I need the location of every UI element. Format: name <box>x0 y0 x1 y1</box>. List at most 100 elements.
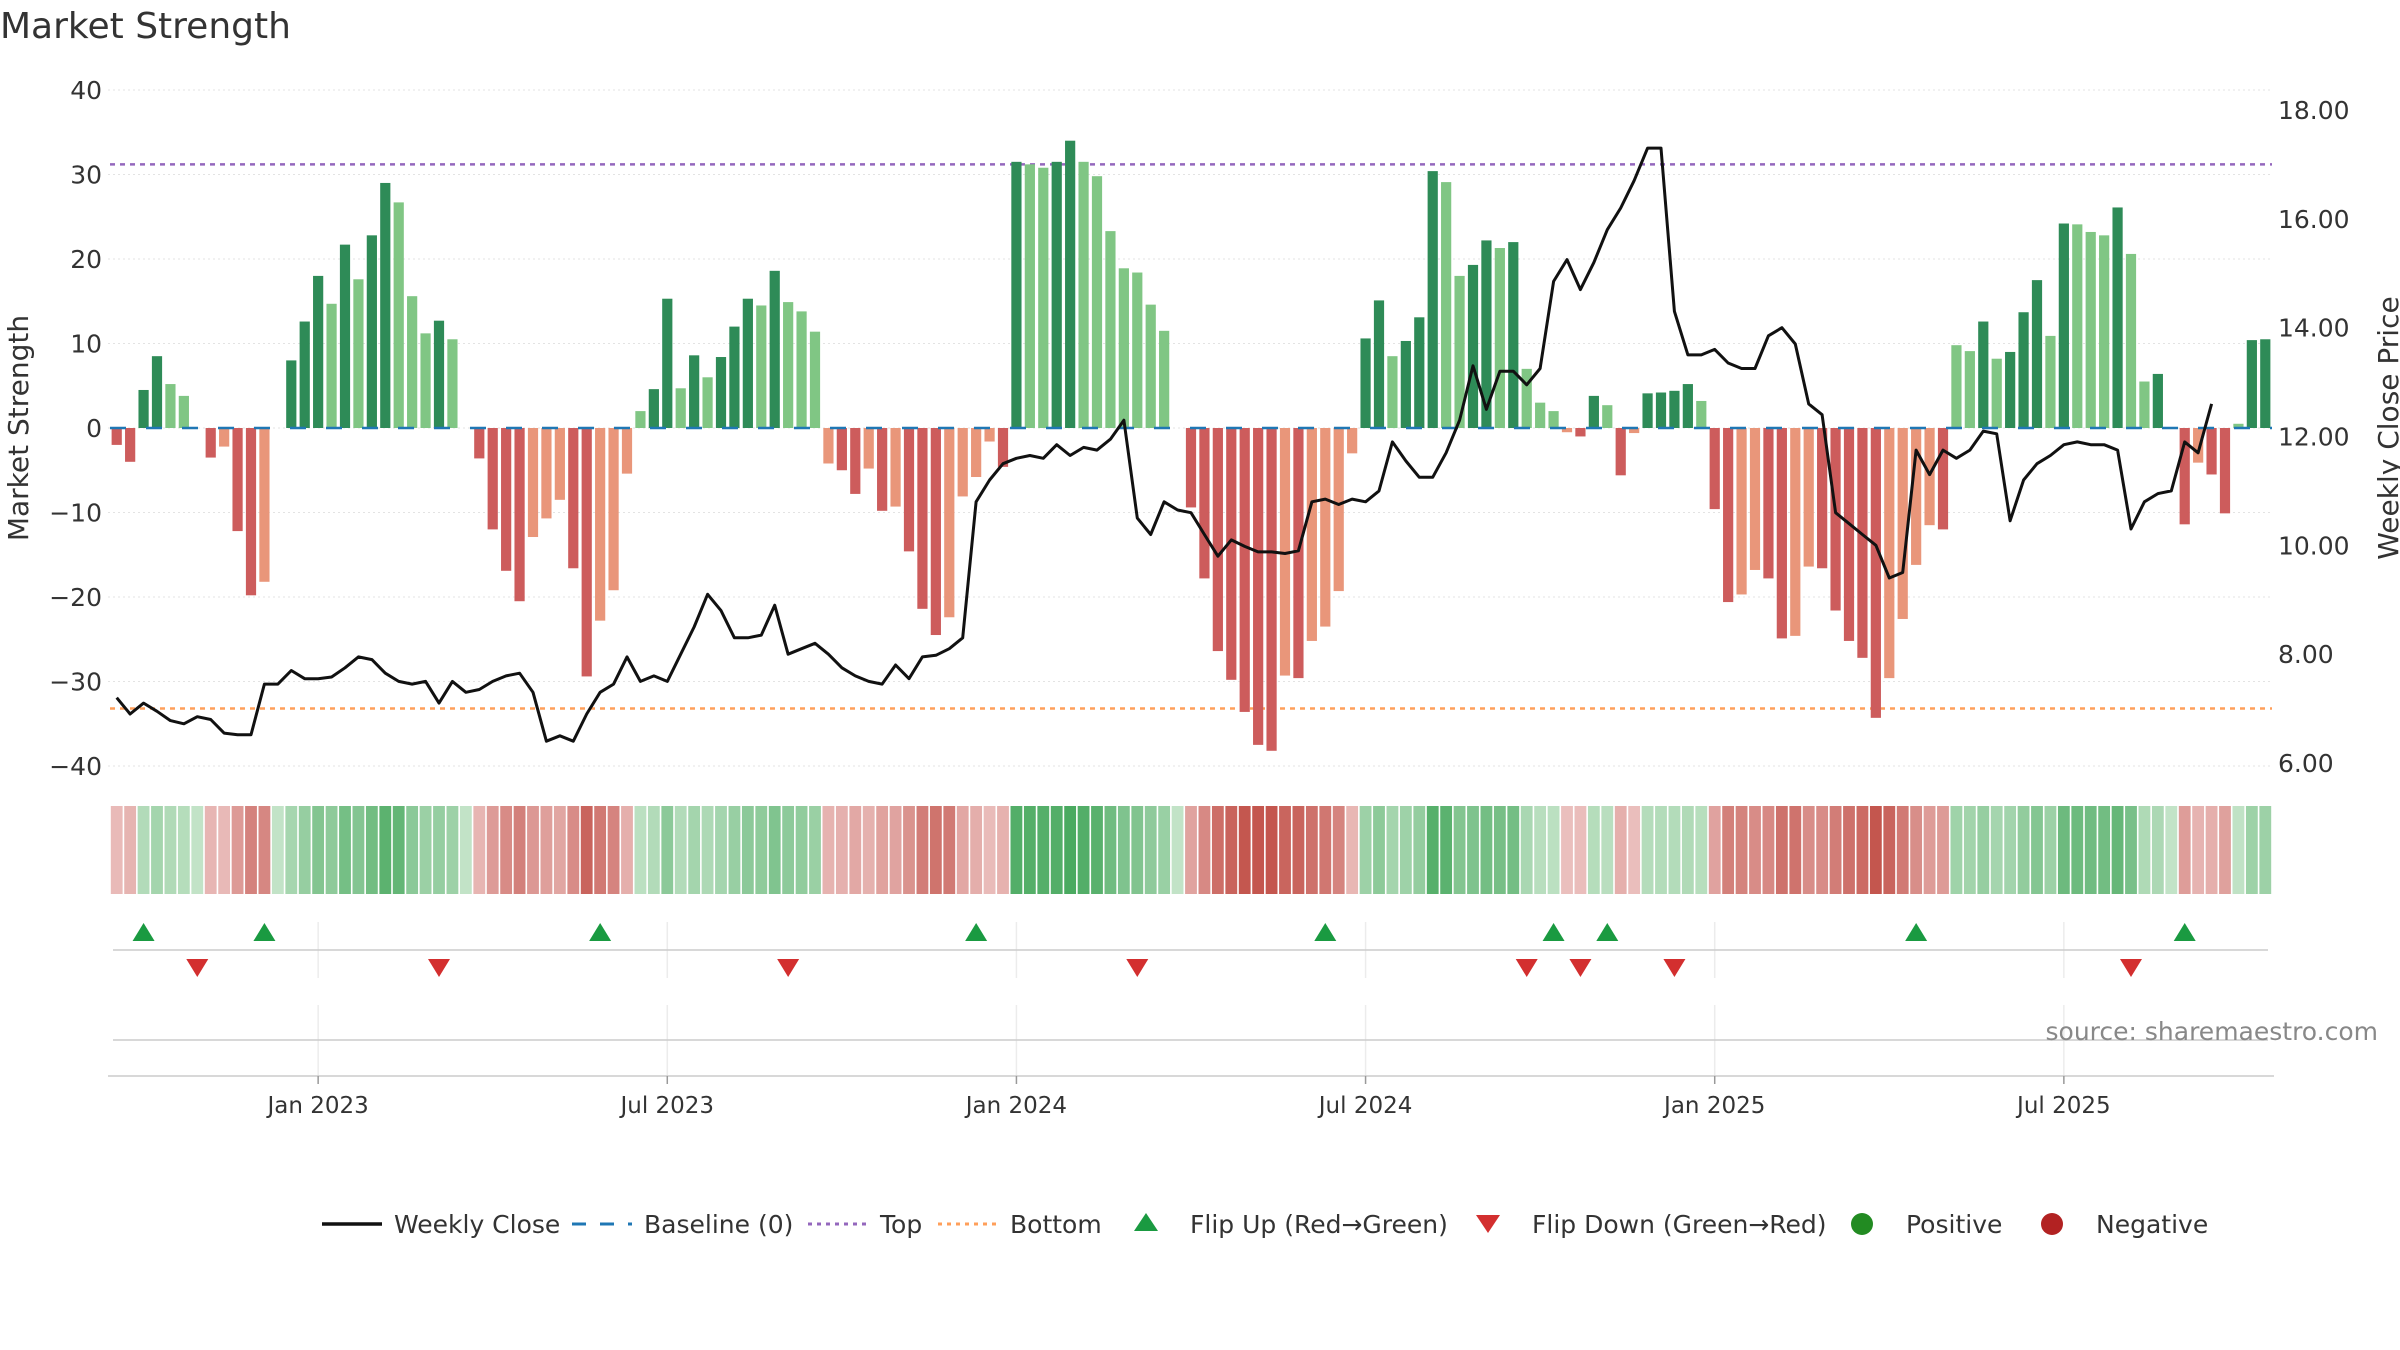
strength-bar <box>635 411 646 428</box>
heat-cell <box>1198 806 1211 894</box>
heat-cell <box>1977 806 1990 894</box>
strength-bar <box>1038 167 1049 429</box>
flip-down-marker <box>777 959 800 977</box>
flip-down-marker <box>1126 959 1149 977</box>
strength-bar <box>1843 428 1855 641</box>
heat-cell <box>137 806 150 894</box>
strength-bar <box>1159 330 1170 428</box>
strength-bar <box>1024 164 1035 429</box>
heat-cell <box>795 806 808 894</box>
flip-up-marker <box>1596 923 1619 941</box>
heat-cell <box>1037 806 1050 894</box>
heat-cell <box>124 806 137 894</box>
flip-down-marker <box>186 959 209 977</box>
heat-cell <box>446 806 459 894</box>
strength-bar <box>1347 428 1358 454</box>
heat-cell <box>849 806 862 894</box>
heat-cell <box>755 806 768 894</box>
strength-bar <box>1467 264 1479 428</box>
strength-bar <box>1051 161 1062 428</box>
strength-bar <box>890 428 901 507</box>
top-line-group <box>110 163 2272 710</box>
y2-tick-label: 18.00 <box>2278 96 2350 125</box>
strength-bar <box>2193 428 2204 463</box>
heat-cell <box>2084 806 2097 894</box>
heat-cell <box>1426 806 1439 894</box>
heat-cell <box>352 806 365 894</box>
heat-cell <box>2057 806 2070 894</box>
strength-bar <box>326 303 337 428</box>
heat-cell <box>2098 806 2111 894</box>
flip-down-marker <box>1515 959 1538 977</box>
strength-bar <box>836 428 847 471</box>
strength-bar <box>313 275 324 428</box>
strength-bar <box>474 428 485 459</box>
strength-bar <box>662 298 673 428</box>
strength-bar <box>420 333 431 428</box>
strength-bars <box>111 140 2271 751</box>
heat-cell <box>392 806 405 894</box>
strength-bar <box>1078 161 1089 428</box>
heat-cell <box>741 806 754 894</box>
y-tick-label: 10 <box>70 330 102 359</box>
strength-bar <box>1091 176 1103 428</box>
strength-bar <box>1561 428 1573 433</box>
legend-item: Baseline (0) <box>572 1210 793 1239</box>
strength-bar <box>2112 207 2123 428</box>
heat-cell <box>540 806 553 894</box>
strength-bar <box>715 357 727 428</box>
strength-bar <box>232 428 243 532</box>
legend-label: Flip Up (Red→Green) <box>1190 1210 1448 1239</box>
heat-cell <box>218 806 231 894</box>
strength-bar <box>1991 358 2002 428</box>
strength-bar <box>2072 224 2083 428</box>
x-tick-label: Jul 2024 <box>1317 1093 1413 1119</box>
heat-cell <box>1507 806 1520 894</box>
heat-cell <box>1413 806 1426 894</box>
heat-cell <box>1695 806 1708 894</box>
strength-bar <box>756 305 767 428</box>
strength-bar <box>1427 171 1438 428</box>
strength-bar <box>1306 428 1317 641</box>
heat-cell <box>1950 806 1963 894</box>
heat-cell <box>929 806 942 894</box>
heat-cell <box>822 806 835 894</box>
strength-bar <box>165 384 176 428</box>
heat-cell <box>1265 806 1278 894</box>
strength-bar <box>702 377 713 428</box>
strength-bar <box>2139 381 2150 428</box>
strength-bar <box>1253 428 1264 745</box>
heat-cell <box>110 806 123 894</box>
x-tick-label: Jan 2025 <box>1662 1093 1765 1119</box>
strength-bar <box>1185 428 1197 508</box>
heat-cell <box>1493 806 1506 894</box>
heat-cell <box>1279 806 1291 894</box>
heat-cell <box>245 806 257 894</box>
strength-bar <box>1508 242 1519 428</box>
strength-bar <box>917 428 928 609</box>
heat-cell <box>151 806 163 894</box>
heat-cell <box>647 806 660 894</box>
heat-cell <box>580 806 593 894</box>
strength-bar <box>809 331 821 428</box>
heat-cell <box>1359 806 1372 894</box>
strength-bar <box>2206 428 2217 475</box>
y2-tick-label: 8.00 <box>2278 640 2334 669</box>
heat-cell <box>1910 806 1923 894</box>
flip-down-marker <box>1569 959 1592 977</box>
legend-swatch-circle <box>1851 1213 1873 1235</box>
strength-bar <box>1723 428 1734 603</box>
strength-bar <box>1105 231 1116 428</box>
strength-bar <box>1373 300 1385 428</box>
heat-cell <box>1856 806 1869 894</box>
heat-cell <box>339 806 351 894</box>
heat-cell <box>1467 806 1479 894</box>
heat-cell <box>1480 806 1493 894</box>
strength-bar <box>1817 428 1828 569</box>
strength-bar <box>1279 428 1291 676</box>
y-tick-label: −30 <box>49 668 102 697</box>
heat-cell <box>728 806 741 894</box>
strength-bar <box>621 428 633 474</box>
strength-bar <box>903 428 915 552</box>
heat-cell <box>1104 806 1117 894</box>
